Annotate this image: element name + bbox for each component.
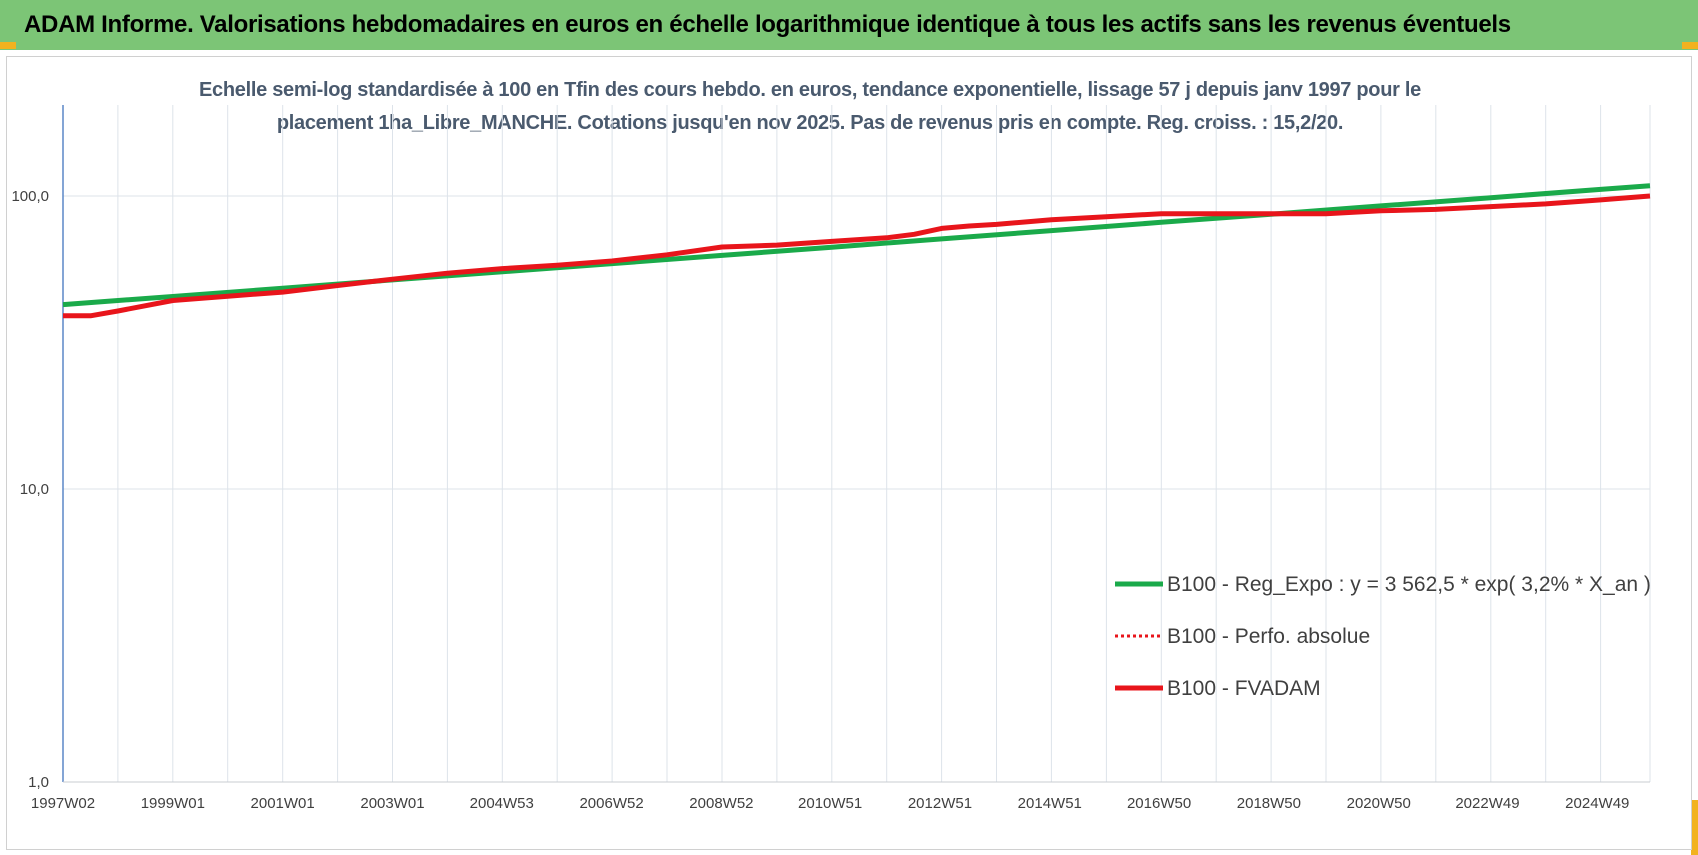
- x-tick-label: 2001W01: [251, 795, 315, 812]
- corner-accent-top-right: [1682, 42, 1698, 49]
- chart-title: Echelle semi-log standardisée à 100 en T…: [199, 79, 1421, 134]
- tick-labels: 1,0 10,0 100,0 1997W02 1999W01 2001W01 2003W01…: [11, 188, 1629, 812]
- x-tick-label: 2020W50: [1347, 795, 1411, 812]
- legend-label: B100 - Perfo. absolue: [1167, 625, 1370, 648]
- x-tick-label: 2010W51: [798, 795, 862, 812]
- x-tick-label: 2008W52: [689, 795, 753, 812]
- grid-lines: [63, 105, 1651, 783]
- chart-frame: [6, 56, 1692, 850]
- y-tick-label: 10,0: [20, 481, 49, 498]
- y-tick-label: 1,0: [28, 774, 49, 791]
- report-title: ADAM Informe. Valorisations hebdomadaire…: [24, 11, 1511, 38]
- axes: [62, 105, 1650, 783]
- x-tick-label: 1999W01: [141, 795, 205, 812]
- series-line-reg-expo: [62, 183, 1651, 308]
- x-tick-label: 2022W49: [1455, 795, 1519, 812]
- y-tick-label: 100,0: [11, 188, 49, 205]
- x-tick-label: 2006W52: [579, 795, 643, 812]
- legend: B100 - Reg_Expo : y = 3 562,5 * exp( 3,2…: [1115, 573, 1651, 700]
- series-lines: [62, 183, 1651, 319]
- legend-label: B100 - FVADAM: [1167, 677, 1321, 700]
- x-tick-label: 2004W53: [470, 795, 534, 812]
- x-tick-label: 1997W02: [31, 795, 95, 812]
- x-tick-label: 2018W50: [1237, 795, 1301, 812]
- corner-accent-top-left: [0, 42, 16, 49]
- series-line-fvadam: [63, 193, 1651, 319]
- corner-accent-bottom-right: [1691, 800, 1698, 855]
- report-header: ADAM Informe. Valorisations hebdomadaire…: [0, 0, 1698, 50]
- x-tick-label: 2024W49: [1565, 795, 1629, 812]
- x-tick-label: 2012W51: [908, 795, 972, 812]
- x-tick-label: 2003W01: [360, 795, 424, 812]
- x-tick-label: 2016W50: [1127, 795, 1191, 812]
- x-tick-label: 2014W51: [1018, 795, 1082, 812]
- series-line-perfo-absolue: [63, 194, 1651, 318]
- legend-label: B100 - Reg_Expo : y = 3 562,5 * exp( 3,2…: [1167, 573, 1651, 596]
